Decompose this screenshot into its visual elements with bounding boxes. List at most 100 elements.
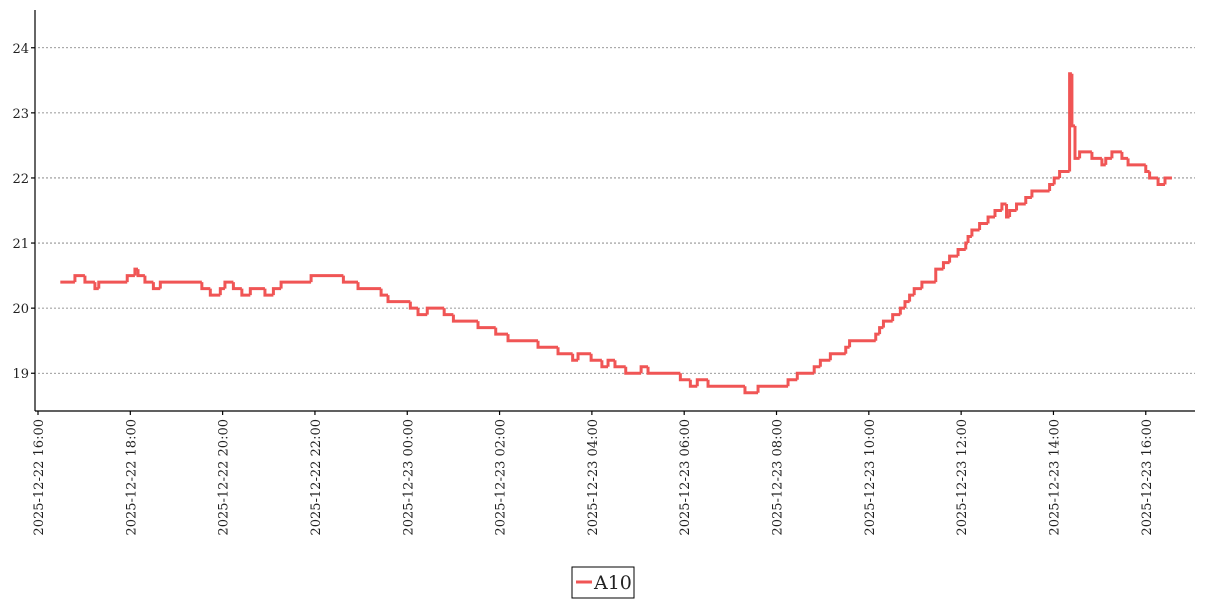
line-segment bbox=[1110, 150, 1122, 159]
line-segment bbox=[1078, 150, 1092, 159]
line-segment bbox=[218, 287, 225, 296]
line-segment bbox=[416, 308, 428, 317]
line-segment bbox=[1015, 202, 1026, 211]
line-segment bbox=[1126, 158, 1146, 167]
line-segment bbox=[646, 366, 681, 375]
line-segment bbox=[279, 280, 312, 289]
line-segment bbox=[536, 340, 559, 349]
line-segment bbox=[908, 293, 915, 302]
line-segment bbox=[706, 379, 745, 388]
x-tick-label: 2025-12-22 22:00 bbox=[309, 419, 324, 536]
x-tick-label: 2025-12-23 12:00 bbox=[955, 419, 970, 536]
line-segment bbox=[93, 282, 99, 291]
line-segment bbox=[208, 288, 221, 297]
line-segment bbox=[476, 321, 496, 330]
line-segment bbox=[934, 267, 944, 283]
line-segment bbox=[1024, 195, 1032, 204]
line-segment bbox=[263, 288, 274, 297]
line-segment bbox=[948, 254, 959, 263]
y-tick-label: 19 bbox=[12, 367, 29, 382]
line-segment bbox=[993, 209, 1002, 218]
line-segment bbox=[639, 365, 649, 374]
line-segment bbox=[624, 366, 642, 375]
line-segment bbox=[1120, 151, 1129, 160]
x-tick-label: 2025-12-23 14:00 bbox=[1047, 419, 1062, 536]
line-segment bbox=[898, 306, 905, 315]
line-segment bbox=[828, 352, 846, 361]
line-segment bbox=[136, 269, 145, 278]
line-segment bbox=[1008, 209, 1017, 218]
line-segment bbox=[1148, 171, 1159, 180]
x-tick-label: 2025-12-22 20:00 bbox=[217, 419, 232, 536]
x-tick-label: 2025-12-23 00:00 bbox=[401, 419, 416, 536]
line-segment bbox=[966, 235, 972, 244]
line-segment bbox=[613, 360, 626, 369]
line-segment bbox=[231, 282, 242, 291]
line-segment bbox=[83, 275, 95, 284]
line-segment bbox=[1073, 125, 1080, 160]
line-segment bbox=[1030, 189, 1050, 198]
x-tick-label: 2025-12-23 16:00 bbox=[1140, 419, 1155, 536]
line-segment bbox=[941, 261, 950, 270]
line-segment bbox=[606, 358, 615, 367]
line-segment bbox=[920, 280, 936, 289]
line-segment bbox=[903, 300, 910, 309]
line-segment bbox=[743, 386, 759, 395]
line-segment bbox=[158, 280, 202, 289]
line-segment bbox=[1100, 158, 1106, 167]
line-segment bbox=[912, 287, 922, 296]
line-segment bbox=[695, 378, 709, 387]
line-segment bbox=[143, 275, 154, 284]
line-segment bbox=[978, 222, 989, 231]
y-tick-label: 23 bbox=[12, 107, 29, 122]
line-segment bbox=[600, 360, 609, 369]
y-tick-label: 21 bbox=[12, 237, 29, 252]
line-segment bbox=[878, 326, 884, 335]
x-tick-label: 2025-12-23 10:00 bbox=[863, 419, 878, 536]
line-segment bbox=[425, 306, 445, 315]
line-segment bbox=[442, 308, 454, 317]
line-segment bbox=[678, 373, 691, 382]
x-tick-label: 2025-12-23 04:00 bbox=[586, 419, 601, 536]
line-segment bbox=[379, 288, 389, 297]
x-tick-label: 2025-12-22 18:00 bbox=[124, 419, 139, 536]
line-segment bbox=[1005, 203, 1010, 219]
line-segment bbox=[881, 319, 893, 328]
line-segment bbox=[1058, 169, 1070, 178]
x-tick-label: 2025-12-22 16:00 bbox=[32, 419, 47, 536]
line-segment bbox=[986, 215, 995, 224]
line-segment bbox=[874, 332, 880, 341]
line-segment bbox=[1048, 182, 1055, 191]
line-segment bbox=[408, 301, 419, 310]
line-segment bbox=[451, 314, 479, 323]
line-segment bbox=[956, 248, 966, 257]
line-segment bbox=[1104, 156, 1112, 165]
line-segment bbox=[1052, 176, 1060, 185]
line-segment bbox=[506, 334, 539, 343]
line-segment bbox=[795, 371, 815, 380]
line-segment bbox=[386, 295, 411, 304]
line-segment bbox=[964, 241, 969, 250]
line-segment bbox=[688, 379, 698, 388]
x-tick-label: 2025-12-23 02:00 bbox=[494, 419, 509, 536]
line-segment bbox=[818, 358, 831, 367]
line-segment bbox=[848, 339, 876, 348]
y-tick-label: 24 bbox=[12, 42, 29, 57]
legend-label: A10 bbox=[593, 572, 632, 594]
line-segment bbox=[494, 327, 509, 336]
line-segment bbox=[97, 280, 128, 289]
line-segment bbox=[73, 274, 85, 283]
line-segment bbox=[356, 282, 382, 291]
line-segment bbox=[200, 282, 211, 291]
y-tick-label: 22 bbox=[12, 172, 29, 187]
line-segment bbox=[844, 345, 850, 354]
line-segment bbox=[756, 384, 789, 393]
line-segment bbox=[571, 353, 579, 362]
line-segment bbox=[1156, 177, 1165, 186]
line-segment bbox=[1144, 164, 1150, 173]
line-segment bbox=[1163, 176, 1172, 185]
line-segment bbox=[576, 352, 592, 361]
line-segment bbox=[151, 282, 161, 291]
line-segment bbox=[1070, 73, 1075, 128]
